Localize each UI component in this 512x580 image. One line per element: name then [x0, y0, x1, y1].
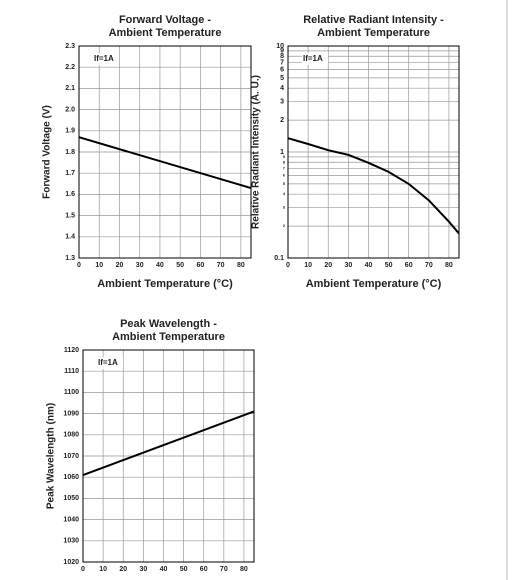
- plot-frame: [287, 45, 460, 259]
- y-tick-label: 2.1: [65, 85, 75, 92]
- x-tick-label: 40: [156, 262, 164, 269]
- x-tick-label: 60: [200, 566, 208, 573]
- y-tick-label: 1.7: [65, 170, 75, 177]
- data-line: [82, 410, 255, 477]
- y-tick-label: 1030: [63, 538, 79, 545]
- y-tick-label: 3: [283, 204, 286, 209]
- y-tick-label: 7: [280, 59, 284, 66]
- y-tick-label: 6: [283, 173, 286, 178]
- y-tick-label: 1: [280, 149, 284, 156]
- x-tick-label: 0: [77, 262, 81, 269]
- y-tick-label: 3: [280, 98, 284, 105]
- y-tick-label: 4: [283, 191, 286, 196]
- x-axis-label: Ambient Temperature (°C): [306, 278, 442, 290]
- x-axis-label: Ambient Temperature (°C): [97, 278, 233, 290]
- y-axis-label: Peak Wavelength (nm): [46, 403, 57, 509]
- x-tick-label: 20: [116, 262, 124, 269]
- x-tick-label: 50: [385, 262, 393, 269]
- y-tick-label: 1.8: [65, 149, 75, 156]
- data-line: [287, 137, 460, 235]
- y-tick-label: 10: [276, 43, 284, 50]
- y-tick-label: 9: [280, 48, 284, 55]
- y-tick-label: 6: [280, 66, 284, 73]
- x-tick-label: 80: [445, 262, 453, 269]
- y-axis-label: Forward Voltage (V): [42, 105, 53, 199]
- y-tick-label: 1060: [63, 474, 79, 481]
- y-tick-label: 8: [280, 53, 284, 60]
- x-tick-label: 20: [119, 566, 127, 573]
- x-tick-label: 30: [136, 262, 144, 269]
- x-tick-label: 10: [95, 262, 103, 269]
- x-tick-label: 30: [139, 566, 147, 573]
- x-tick-label: 0: [286, 262, 290, 269]
- chart-title: Peak Wavelength -: [120, 318, 217, 330]
- x-tick-label: 70: [217, 262, 225, 269]
- chart-title: Forward Voltage -: [119, 14, 211, 26]
- y-tick-label: 9: [283, 154, 286, 159]
- x-tick-label: 40: [160, 566, 168, 573]
- annotation: If=1A: [94, 54, 114, 63]
- y-tick-label: 1080: [63, 432, 79, 439]
- x-tick-label: 60: [197, 262, 205, 269]
- y-tick-label: 8: [283, 159, 286, 164]
- x-tick-label: 10: [99, 566, 107, 573]
- x-tick-label: 50: [176, 262, 184, 269]
- plot-frame: [78, 45, 252, 259]
- y-tick-label: 2.3: [65, 43, 75, 50]
- y-axis-label: Relative Radiant Intensity (A. U.): [251, 75, 262, 229]
- y-tick-label: 5: [283, 181, 286, 186]
- y-tick-label: 1100: [64, 389, 79, 396]
- x-tick-label: 60: [405, 262, 413, 269]
- y-tick-label: 1.9: [65, 128, 75, 135]
- x-tick-label: 50: [180, 566, 188, 573]
- chart-title: Ambient Temperature: [109, 27, 222, 39]
- y-tick-label: 2.0: [65, 106, 75, 113]
- y-tick-label: 1040: [63, 516, 79, 523]
- y-tick-label: 2: [280, 117, 284, 124]
- y-tick-label: 4: [280, 85, 284, 92]
- x-tick-label: 70: [220, 566, 228, 573]
- x-tick-label: 10: [304, 262, 312, 269]
- y-tick-label: 1050: [63, 495, 79, 502]
- y-tick-label: 1.6: [65, 191, 75, 198]
- annotation-bg: [302, 53, 328, 65]
- x-tick-label: 80: [237, 262, 245, 269]
- x-tick-label: 30: [344, 262, 352, 269]
- x-tick-label: 40: [365, 262, 373, 269]
- y-tick-label: 1.4: [65, 234, 75, 241]
- y-tick-label: 1120: [64, 347, 79, 354]
- x-tick-label: 20: [324, 262, 332, 269]
- chart-title: Ambient Temperature: [317, 27, 430, 39]
- y-tick-label: 1.3: [65, 255, 75, 262]
- annotation-bg: [97, 357, 123, 369]
- x-tick-label: 0: [81, 566, 85, 573]
- plot-frame: [82, 349, 255, 563]
- y-tick-label: 1020: [63, 559, 79, 566]
- y-tick-label: 0.1: [274, 255, 284, 262]
- y-tick-label: 2: [283, 223, 286, 228]
- x-tick-label: 70: [425, 262, 433, 269]
- y-tick-label: 1090: [63, 410, 79, 417]
- annotation: If=1A: [98, 358, 118, 367]
- y-tick-label: 5: [280, 75, 284, 82]
- y-tick-label: 1.5: [65, 212, 75, 219]
- y-tick-label: 2.2: [65, 64, 75, 71]
- y-tick-label: 7: [283, 165, 286, 170]
- y-tick-label: 1070: [63, 453, 79, 460]
- x-tick-label: 80: [240, 566, 248, 573]
- y-tick-label: 1110: [64, 368, 79, 375]
- annotation: If=1A: [303, 54, 323, 63]
- data-line: [78, 136, 252, 189]
- chart-title: Relative Radiant Intensity -: [303, 14, 444, 26]
- chart-title: Ambient Temperature: [112, 331, 225, 343]
- annotation-bg: [93, 53, 119, 65]
